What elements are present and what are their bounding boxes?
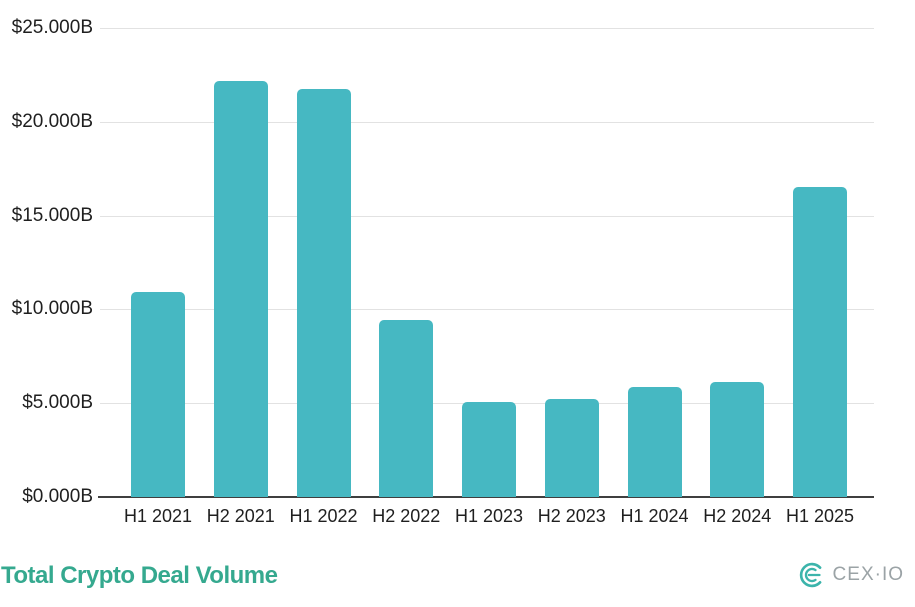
y-axis-tick-label: $20.000B xyxy=(11,110,93,132)
bar-h2-2022 xyxy=(379,319,434,497)
x-axis-label: H2 2023 xyxy=(537,506,606,526)
x-axis-label: H1 2024 xyxy=(620,506,689,526)
bar-h2-2024 xyxy=(710,381,765,497)
bar-h2-2021 xyxy=(213,80,268,497)
x-axis-label: H1 2022 xyxy=(289,506,358,526)
bar-h1-2025 xyxy=(793,187,847,497)
bar-h1-2022 xyxy=(296,88,351,497)
cexio-logo-text: CEX·IO xyxy=(832,564,904,585)
x-axis-label: H2 2021 xyxy=(206,506,275,526)
gridline xyxy=(100,309,874,311)
y-axis-tick-label: $15.000B xyxy=(11,204,93,226)
bar-h1-2024 xyxy=(627,387,682,497)
gridline xyxy=(100,215,874,217)
y-axis-tick-label: $5.000B xyxy=(22,392,93,414)
gridline xyxy=(100,121,874,123)
cexio-logo-mark-icon xyxy=(799,562,821,588)
chart-title: Total Crypto Deal Volume xyxy=(1,562,278,589)
bar-h1-2021 xyxy=(131,291,185,497)
bar-h1-2023 xyxy=(462,402,516,497)
x-axis-label: H1 2025 xyxy=(785,506,855,526)
x-axis-line xyxy=(98,496,874,498)
y-axis-tick-label: $25.000B xyxy=(11,17,93,38)
y-axis-tick-label: $10.000B xyxy=(11,298,93,320)
x-axis-label: H2 2022 xyxy=(372,506,441,526)
x-axis-label: H1 2021 xyxy=(123,506,193,526)
x-axis-label: H1 2023 xyxy=(454,506,524,526)
x-axis-label: H2 2024 xyxy=(703,506,772,526)
cexio-logo: CEX·IO xyxy=(798,561,904,589)
y-axis-tick-label: $0.000B xyxy=(22,486,93,507)
bar-h2-2023 xyxy=(544,399,599,497)
gridline xyxy=(100,28,874,29)
